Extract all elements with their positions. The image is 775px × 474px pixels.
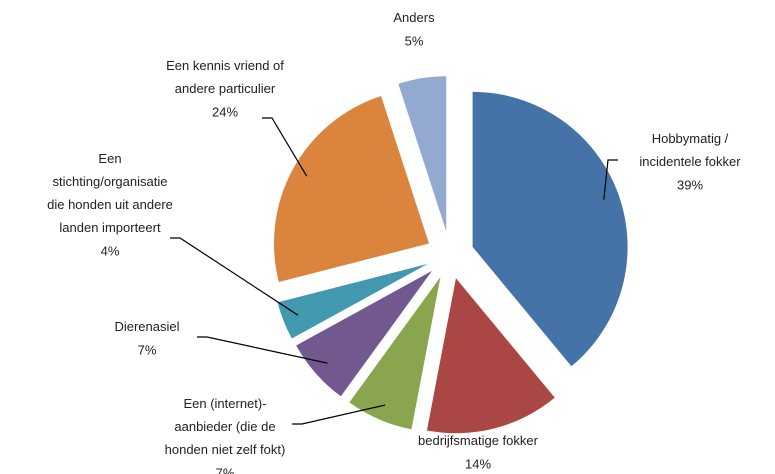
- pie-slice: [277, 263, 428, 339]
- slice-label: Een (internet)- aanbieder (die de honden n…: [165, 396, 286, 457]
- value-label: 4%: [101, 243, 120, 258]
- leader-line: [170, 237, 299, 316]
- label-line: Een: [98, 151, 121, 166]
- leader-line: [603, 159, 618, 200]
- slice-label: Hobbymatig / incidentele fokker: [639, 131, 741, 169]
- value-label: 24%: [212, 104, 238, 119]
- label-line: Een (internet)-: [183, 396, 266, 411]
- label-line: incidentele fokker: [639, 154, 741, 169]
- label-line: Een kennis vriend of: [166, 58, 284, 73]
- slice-label: Een kennis vriend of andere particulier: [166, 58, 284, 96]
- pie-slice: [273, 96, 429, 282]
- value-label: 14%: [465, 456, 491, 471]
- leader-line: [292, 404, 386, 425]
- label-line: stichting/organisatie: [53, 174, 168, 189]
- label-line: honden niet zelf fokt): [165, 442, 286, 457]
- slice-label: Anders: [393, 10, 435, 25]
- pie-slice: [296, 270, 432, 397]
- value-label: 39%: [677, 177, 703, 192]
- slice-label: Een stichting/organisatie die honden uit a…: [47, 151, 173, 235]
- value-label: 5%: [405, 33, 424, 48]
- leader-line: [262, 117, 308, 177]
- label-line: Dierenasiel: [114, 319, 179, 334]
- pie-slice: [398, 76, 447, 232]
- label-line: aanbieder (die de: [174, 419, 275, 434]
- label-line: bedrijfsmatige fokker: [418, 433, 539, 448]
- pie-slice: [426, 278, 555, 434]
- value-label: 7%: [138, 342, 157, 357]
- slice-label: Dierenasiel: [114, 319, 179, 334]
- value-label: 7%: [216, 465, 235, 474]
- label-line: andere particulier: [175, 81, 276, 96]
- label-line: landen importeert: [59, 220, 161, 235]
- pie-slice: [472, 91, 628, 367]
- label-line: Hobbymatig /: [652, 131, 729, 146]
- pie-slice: [349, 277, 441, 430]
- label-line: Anders: [393, 10, 435, 25]
- label-line: die honden uit andere: [47, 197, 173, 212]
- slice-label: bedrijfsmatige fokker: [418, 433, 539, 448]
- leader-line: [197, 336, 328, 364]
